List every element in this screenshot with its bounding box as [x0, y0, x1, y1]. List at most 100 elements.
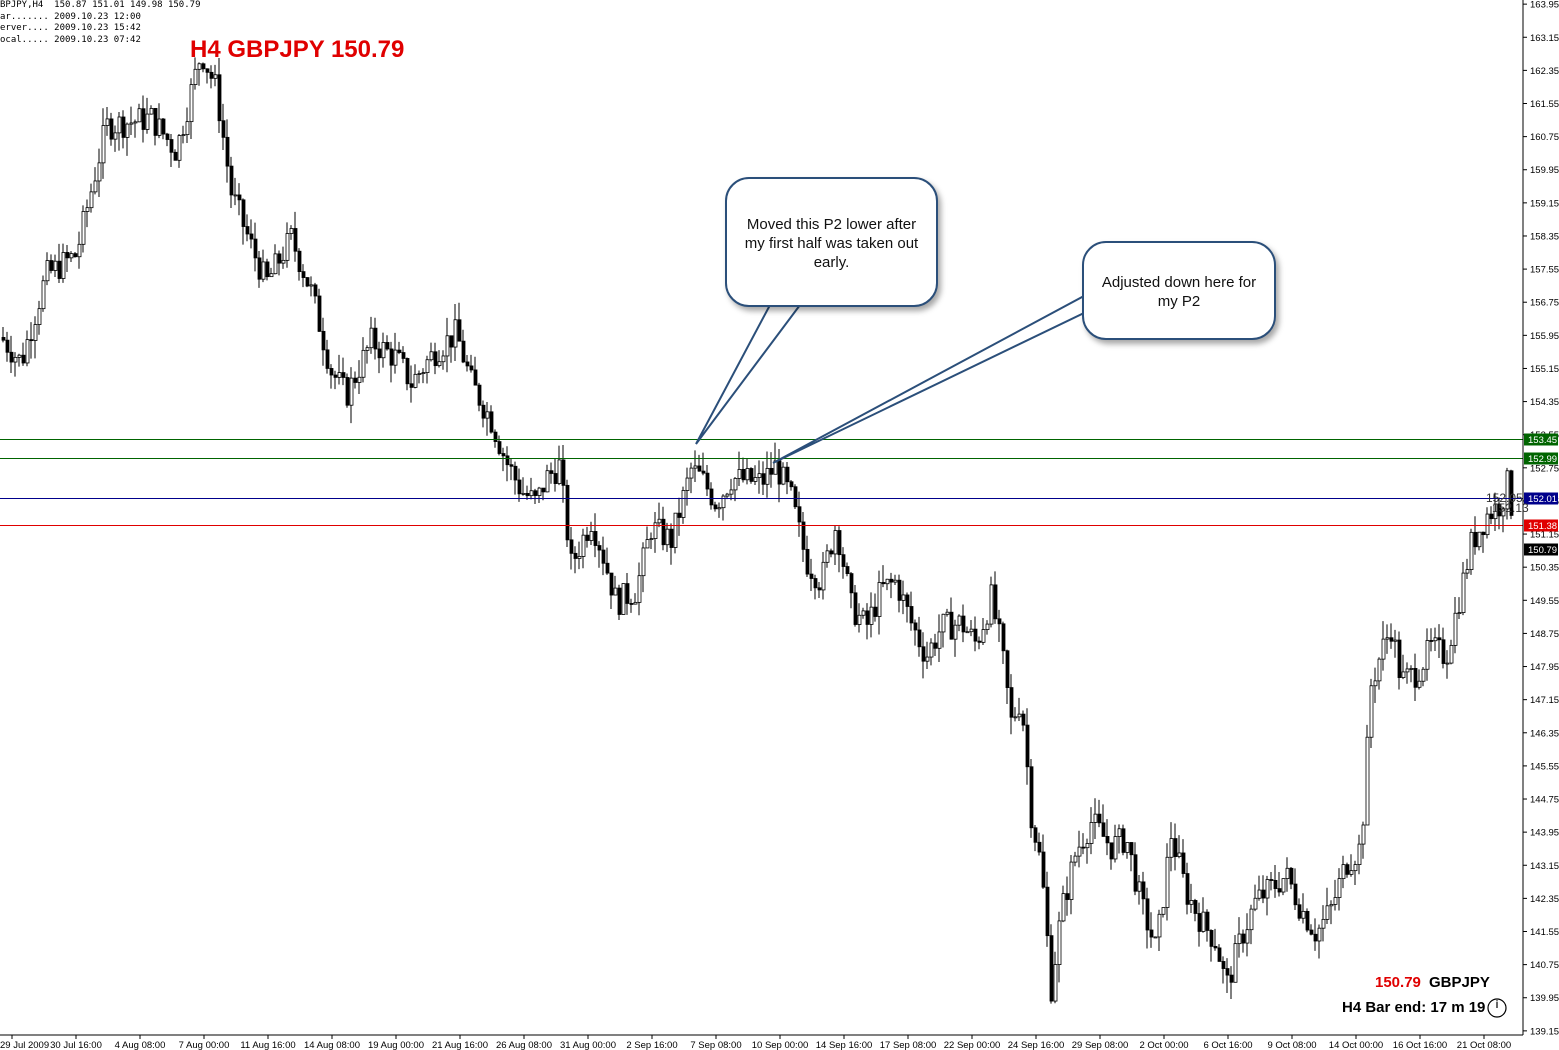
candle-body	[381, 342, 386, 359]
footer-symbol: GBPJPY	[1429, 974, 1490, 991]
candle-body	[641, 547, 646, 577]
candle-body	[77, 243, 82, 258]
candle-body	[1393, 639, 1398, 642]
x-tick-label: 29 Jul 2009	[0, 1040, 49, 1050]
candle-body	[1117, 828, 1122, 837]
candle-body	[777, 460, 782, 485]
candle-body	[825, 550, 830, 563]
candle-body	[613, 587, 618, 596]
candle-body	[561, 459, 566, 486]
candle-body	[1209, 930, 1214, 947]
candle-body	[121, 116, 126, 138]
candle-body	[5, 339, 10, 353]
candle-body	[1337, 878, 1342, 898]
candle-body	[1009, 687, 1014, 718]
x-tick-label: 2 Oct 00:00	[1139, 1040, 1188, 1050]
candle-body	[1281, 878, 1286, 893]
y-tick-label: 155.95	[1530, 331, 1559, 342]
candle-body	[181, 134, 186, 137]
candle-body	[345, 377, 350, 406]
candle-body	[901, 594, 906, 601]
candle-body	[361, 349, 366, 378]
candle-body	[465, 361, 470, 367]
candle-body	[1385, 637, 1390, 640]
candle-body	[673, 512, 678, 548]
candle-body	[1477, 531, 1482, 548]
y-tick-label: 161.55	[1530, 99, 1559, 110]
y-tick-label: 159.95	[1530, 165, 1559, 176]
candle-body	[433, 351, 438, 367]
candle-body	[661, 518, 666, 546]
candle-body	[981, 629, 986, 643]
info-line-bar: ar....... 2009.10.23 12:00	[0, 11, 141, 22]
y-axis: 163.95 163.15 162.35 161.55 160.75 159.95 159.…	[1523, 0, 1559, 1037]
candle-body	[149, 108, 154, 115]
candle-body	[941, 613, 946, 633]
candle-body	[885, 578, 890, 585]
candle-body	[1333, 897, 1338, 905]
y-tick-label: 139.15	[1530, 1026, 1559, 1037]
candle-body	[97, 162, 102, 182]
candle-body	[321, 330, 326, 351]
candle-body	[1177, 852, 1182, 857]
footer-price: 150.79	[1375, 974, 1421, 991]
y-tick-label: 156.75	[1530, 298, 1559, 309]
annotation-bubble-2[interactable]: Adjusted down here for my P2	[1082, 241, 1276, 340]
candle-body	[1237, 933, 1242, 945]
candle-body	[985, 623, 990, 630]
candle-body	[689, 467, 694, 479]
candle-body	[385, 342, 390, 350]
candle-body	[709, 488, 714, 506]
candle-body	[197, 63, 202, 70]
candle-body	[717, 507, 722, 510]
candle-body	[741, 469, 746, 481]
candle-body	[297, 250, 302, 273]
candle-body	[45, 260, 50, 282]
candle-body	[409, 383, 414, 388]
candle-body	[1153, 936, 1158, 939]
candle-body	[897, 579, 902, 601]
x-tick-label: 2 Sep 16:00	[626, 1040, 677, 1050]
candle-body	[697, 465, 702, 472]
candle-body	[93, 180, 98, 193]
x-tick-label: 21 Oct 08:00	[1457, 1040, 1511, 1050]
candle-body	[105, 118, 110, 126]
candle-body	[485, 411, 490, 419]
candle-body	[1241, 933, 1246, 944]
candle-body	[449, 335, 454, 348]
candle-body	[805, 548, 810, 575]
candle-body	[1217, 947, 1222, 962]
candle-body	[1265, 879, 1270, 899]
candle-body	[1285, 867, 1290, 880]
candle-body	[1305, 910, 1310, 931]
candle-body	[33, 324, 38, 341]
candle-body	[537, 487, 542, 496]
candle-body	[253, 238, 258, 259]
x-tick-label: 22 Sep 00:00	[944, 1040, 1001, 1050]
candle-body	[373, 327, 378, 350]
candle-body	[1185, 873, 1190, 905]
candle-body	[541, 487, 546, 493]
candle-body	[1213, 945, 1218, 949]
candle-body	[989, 584, 994, 625]
candle-body	[177, 135, 182, 161]
x-tick-label: 17 Sep 08:00	[880, 1040, 937, 1050]
candle-body	[305, 277, 310, 287]
candle-body	[701, 470, 706, 474]
candle-body	[269, 273, 274, 278]
annotation-bubble-1[interactable]: Moved this P2 lower after my first half …	[725, 177, 938, 307]
candle-body	[645, 539, 650, 549]
candle-body	[1157, 913, 1162, 938]
candle-body	[1433, 637, 1438, 642]
candle-body	[469, 365, 474, 371]
candle-body	[1481, 531, 1486, 536]
candle-body	[109, 118, 114, 140]
y-tick-label: 147.95	[1530, 662, 1559, 673]
candle-body	[261, 261, 266, 280]
y-tick-label: 152.75	[1530, 463, 1559, 474]
candle-body	[309, 284, 314, 287]
candle-body	[393, 349, 398, 366]
candle-body	[1193, 900, 1198, 914]
candle-body	[681, 490, 686, 518]
